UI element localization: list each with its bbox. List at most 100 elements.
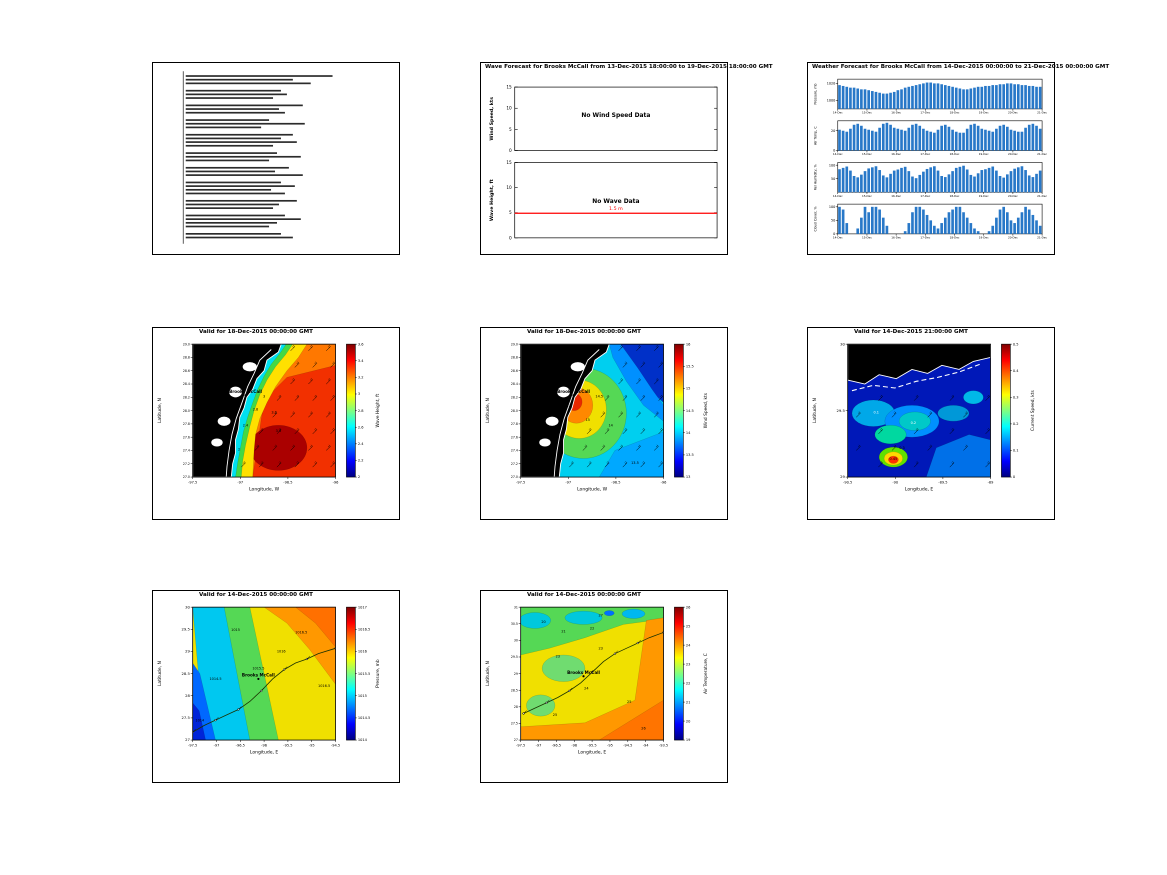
svg-text:28.8: 28.8 [511, 356, 518, 360]
svg-text:3.4: 3.4 [358, 359, 364, 363]
svg-text:28.0: 28.0 [511, 409, 518, 413]
svg-text:27.6: 27.6 [183, 435, 190, 439]
svg-text:0.2: 0.2 [1013, 422, 1019, 426]
map-plot-area: 0.1 0.2 0.3 0.45 [847, 344, 991, 478]
svg-text:16: 16 [686, 342, 691, 346]
svg-text:Pressure, mb: Pressure, mb [375, 659, 381, 688]
svg-text:-96: -96 [261, 744, 268, 748]
svg-text:Latitude, N: Latitude, N [485, 398, 491, 423]
svg-text:-89.5: -89.5 [938, 481, 947, 485]
wind-speed-map-panel: Valid for 18-Dec-2015 00:00:00 GMT 15 14.… [480, 327, 728, 520]
svg-text:-97: -97 [536, 744, 542, 748]
svg-text:25: 25 [627, 700, 631, 704]
svg-text:21-Dec: 21-Dec [1037, 152, 1047, 156]
svg-text:20: 20 [686, 719, 691, 723]
colorbar: 1017 1016.5 1016 1015.5 1015 1014.5 1014 Pressu… [346, 605, 381, 742]
colorbar: 16 15.5 15 14.5 14 13.5 13 Wind Speed, kts [674, 342, 709, 479]
svg-text:Longitude, E: Longitude, E [905, 486, 934, 492]
svg-text:100: 100 [829, 205, 835, 209]
svg-text:20-Dec: 20-Dec [1008, 152, 1018, 156]
svg-text:5: 5 [509, 210, 512, 216]
weather-forecast-panel: Weather Forecast for Brooks McCall from … [807, 62, 1109, 255]
svg-text:19-Dec: 19-Dec [979, 235, 989, 239]
svg-text:21-Dec: 21-Dec [1037, 235, 1047, 239]
svg-text:-95.5: -95.5 [587, 744, 596, 748]
bar-subplot-2: 50 100 Rel Humidity, % 14-Dec 15-Dec 16-Dec 17… [813, 162, 1048, 198]
svg-text:1015.5: 1015.5 [252, 667, 264, 671]
svg-text:Wind Speed, kts: Wind Speed, kts [489, 97, 495, 141]
svg-text:14.5: 14.5 [686, 409, 694, 413]
svg-text:21: 21 [686, 700, 691, 704]
svg-text:0: 0 [833, 149, 835, 153]
svg-text:30: 30 [185, 605, 190, 609]
svg-text:0: 0 [509, 235, 512, 241]
svg-text:Current Speed, kts: Current Speed, kts [1030, 390, 1036, 431]
svg-text:29: 29 [514, 672, 518, 676]
svg-text:-95: -95 [607, 744, 613, 748]
svg-text:15.5: 15.5 [686, 364, 694, 368]
svg-text:0.3: 0.3 [1013, 396, 1019, 400]
svg-text:14-Dec: 14-Dec [833, 235, 843, 239]
svg-text:1017: 1017 [358, 605, 367, 609]
svg-text:27.8: 27.8 [183, 422, 190, 426]
svg-text:-96.5: -96.5 [236, 744, 245, 748]
map-plot-area: 20 21 22 27 23 23 24 25 25 26 [520, 607, 664, 741]
svg-text:30: 30 [514, 639, 518, 643]
map-axes: 29.0 28.8 28.6 28.4 28.2 28.0 27.8 27.6 27.4 27.2… [485, 342, 667, 492]
svg-text:14-Dec: 14-Dec [833, 110, 843, 114]
svg-text:27.5: 27.5 [182, 716, 191, 720]
svg-text:29.5: 29.5 [511, 655, 518, 659]
svg-text:No Wave Data: No Wave Data [592, 198, 639, 205]
svg-text:15-Dec: 15-Dec [862, 194, 872, 198]
wind-barbs [241, 344, 335, 468]
svg-text:28.4: 28.4 [183, 382, 190, 386]
svg-text:1014: 1014 [195, 718, 205, 722]
map-pressure-figure: 1014 1014.5 1015 1015.5 1016 1016.5 1016.5 Broo… [157, 605, 381, 755]
svg-text:28: 28 [514, 705, 518, 709]
svg-text:1015: 1015 [358, 694, 367, 698]
svg-text:Air Temperature, C: Air Temperature, C [703, 653, 709, 694]
svg-text:Pressure, mb: Pressure, mb [813, 83, 817, 104]
svg-text:2.4: 2.4 [243, 424, 249, 428]
svg-text:15: 15 [506, 160, 512, 166]
svg-text:Latitude, N: Latitude, N [485, 661, 491, 686]
svg-text:1016: 1016 [277, 649, 286, 653]
wave-forecast-panel: Wave Forecast for Brooks McCall from 13-… [480, 62, 773, 255]
svg-text:2.8: 2.8 [358, 409, 364, 413]
svg-text:16-Dec: 16-Dec [891, 110, 901, 114]
svg-text:1016.5: 1016.5 [358, 627, 370, 631]
svg-text:-96: -96 [661, 481, 668, 485]
svg-text:-96: -96 [333, 481, 340, 485]
svg-text:20: 20 [831, 129, 835, 133]
svg-text:17-Dec: 17-Dec [920, 235, 930, 239]
svg-text:-96.5: -96.5 [283, 481, 292, 485]
weather-forecast-figure: 100 0 1020 Pressure, mb 14-Dec 15-Dec 16-Dec 17… [813, 78, 1048, 239]
svg-text:1020: 1020 [827, 82, 836, 86]
svg-text:Latitude, N: Latitude, N [812, 398, 818, 423]
svg-text:31: 31 [514, 605, 518, 609]
wind-barbs [856, 394, 990, 468]
text-forecast-panel [152, 62, 400, 255]
svg-text:-94.5: -94.5 [331, 744, 340, 748]
svg-text:-97: -97 [214, 744, 220, 748]
svg-text:1015.5: 1015.5 [358, 672, 370, 676]
map-axes: 31 30.5 30 29.5 29 28.5 28 27.5 27 -97.5 -97 -96.5 -… [485, 605, 668, 755]
svg-text:27.0: 27.0 [511, 475, 518, 479]
svg-text:1016.5: 1016.5 [318, 684, 330, 688]
svg-text:2.4: 2.4 [358, 442, 364, 446]
svg-text:2.6: 2.6 [358, 425, 364, 429]
svg-text:27.2: 27.2 [183, 462, 190, 466]
svg-text:27: 27 [598, 613, 602, 617]
svg-text:29.0: 29.0 [183, 342, 190, 346]
svg-text:2.2: 2.2 [358, 459, 364, 463]
svg-text:27.4: 27.4 [183, 449, 190, 453]
svg-text:Wave Height, ft: Wave Height, ft [489, 178, 495, 221]
svg-text:Latitude, N: Latitude, N [157, 661, 163, 686]
svg-text:28: 28 [185, 694, 190, 698]
svg-text:15: 15 [506, 85, 512, 91]
map-current-figure: 0.1 0.2 0.3 0.45 30 29.5 29 -90.5 -90 -89.5 -89 Lon… [812, 342, 1036, 492]
svg-text:Longitude, W: Longitude, W [577, 486, 608, 492]
svg-text:14: 14 [686, 431, 691, 435]
